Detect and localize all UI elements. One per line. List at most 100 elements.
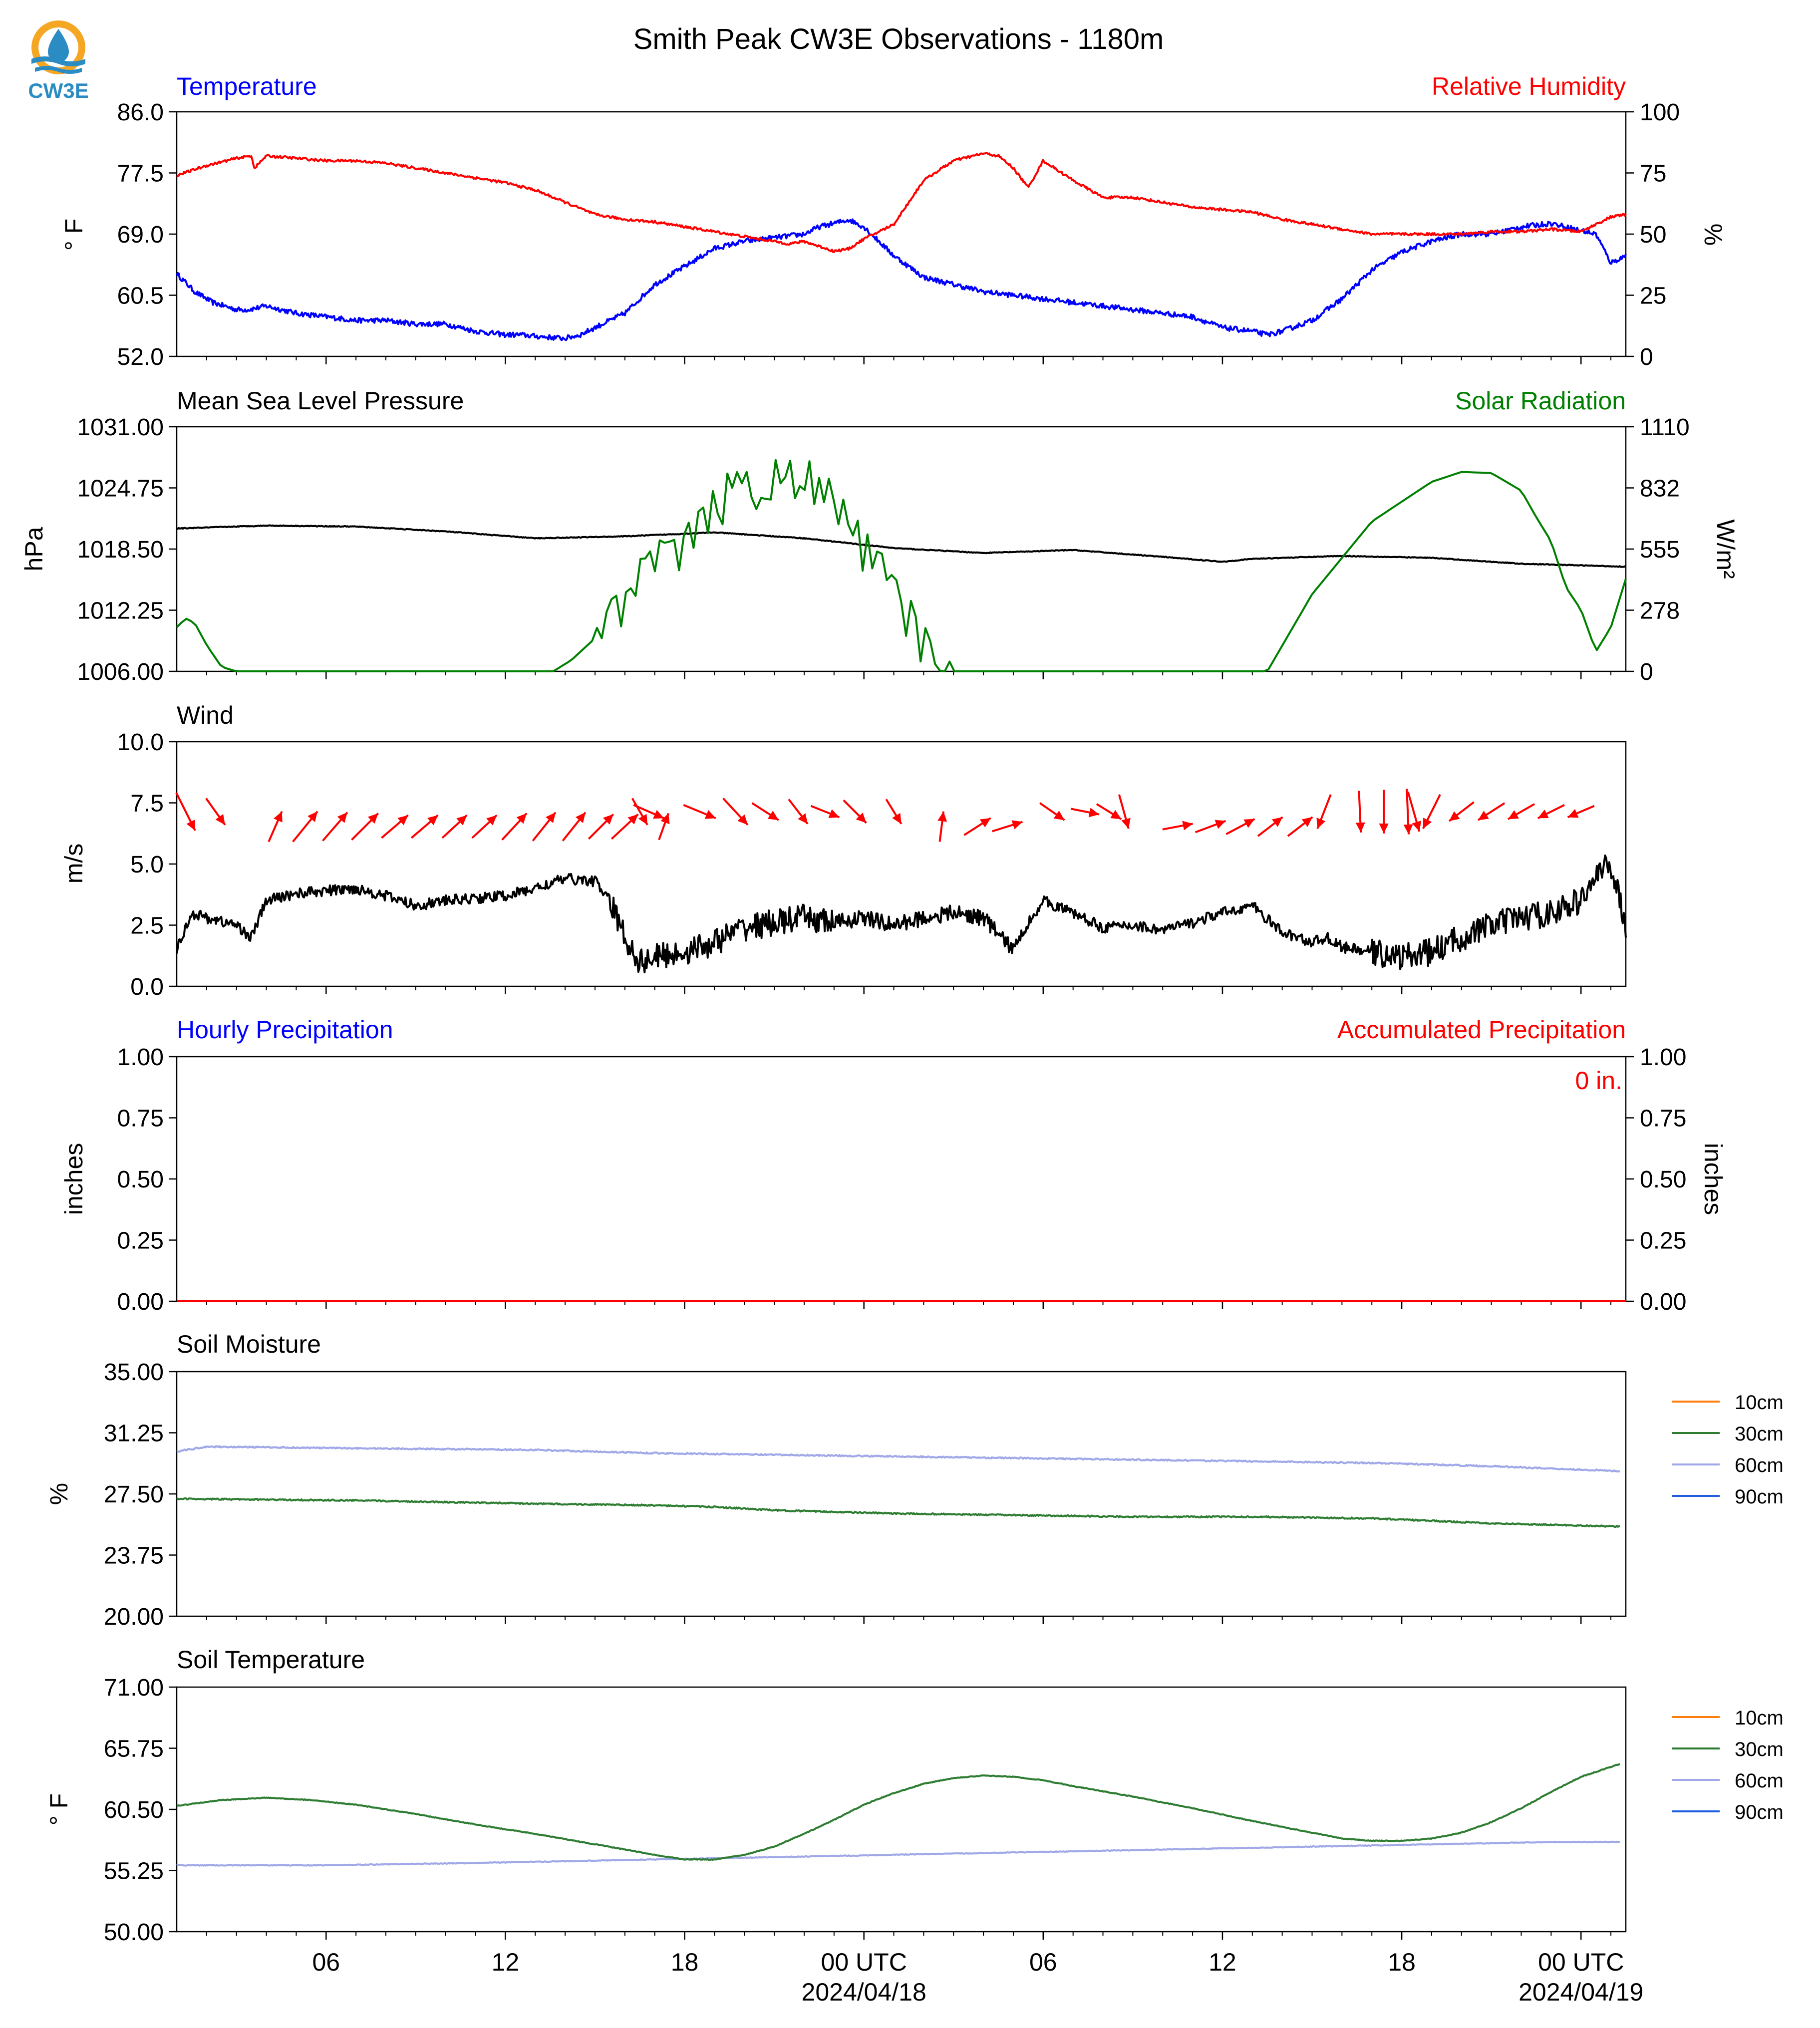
humidity-axis-label: % [1699,224,1727,246]
water-drop-icon [48,29,69,62]
wind-arrow-head [1110,810,1122,820]
y-tick-label-left: 60.50 [104,1797,164,1823]
wind-arrow [658,813,670,841]
x-tick-label: 00 UTC [1538,1948,1624,1976]
y-tick-label-right: 0 [1640,659,1653,685]
panel-5-marks: 50.00 55.25 60.50 65.75 71.00 10cm 30cm 60cm 90c… [104,1675,1784,2006]
y-tick-label-left: 1031.00 [77,414,164,441]
wind-arrow-head [1355,822,1365,833]
wind-arrow-head [1121,818,1131,829]
soil-moisture-axis-label: % [45,1483,73,1505]
y-tick-label-left: 50.00 [104,1919,164,1946]
wind-arrow [1070,808,1100,818]
y-tick-label-left: 5.0 [130,852,164,878]
x-tick-date: 2024/04/18 [802,1978,926,2006]
y-tick-label-right: 25 [1640,283,1666,309]
series-line-0 [176,1445,1620,1473]
y-tick-label-left: 69.0 [117,222,164,248]
series-line-1 [176,152,1627,253]
wind-arrow-head [546,812,556,823]
wind-arrow-head [1423,818,1432,829]
wind-arrow-head [1403,824,1413,835]
wind-arrow-head [186,820,195,831]
wind-arrow [1422,794,1441,830]
humidity-title: Relative Humidity [1432,72,1626,100]
legend-label: 90cm [1735,1801,1784,1823]
series-line-1 [176,459,1627,672]
y-tick-label-right: 100 [1640,99,1680,126]
y-tick-label-left: 60.5 [117,283,164,309]
wind-arrow-head [856,813,867,823]
wind-arrow [1537,804,1565,820]
series-line-1 [176,1763,1620,1861]
wind-arrow [810,805,840,819]
wind-arrow-head [1243,819,1255,828]
panel-2-marks: 0.0 2.5 5.0 7.5 10.0 [117,729,1627,1000]
wind-arrow [937,811,947,842]
wind-arrow-head [1379,823,1389,834]
wind-arrow [380,814,409,839]
y-tick-label-right: 0.00 [1640,1289,1686,1315]
panel-temperature-humidity: Temperature Relative Humidity ° F % [60,72,1727,251]
wind-title: Wind [177,701,234,729]
wind-arrow-head [798,813,808,824]
wind-arrow-head [576,812,586,823]
wind-arrow [631,798,648,826]
wind-arrow-head [1478,811,1489,821]
wind-arrow-head [397,815,408,826]
wind-arrow [321,812,348,842]
panel-0-marks: 52.0 60.5 69.0 77.5 86.0 0 25 50 75 100 [117,99,1680,370]
x-tick-label: 18 [671,1948,699,1976]
wind-arrow [963,817,991,836]
wind-arrow-head [828,809,840,818]
wind-arrow [992,820,1023,833]
y-tick-label-left: 0.00 [117,1289,164,1315]
y-tick-label-left: 0.0 [130,974,164,1000]
y-tick-label-left: 35.00 [104,1359,164,1386]
y-tick-label-right: 0 [1640,344,1653,370]
wind-arrow-head [215,814,225,825]
wind-arrow-head [307,811,318,822]
wind-arrow [268,811,283,843]
wind-arrow [1287,816,1313,837]
panel-precipitation: Hourly Precipitation Accumulated Precipi… [60,1016,1727,1215]
chart-title: Smith Peak CW3E Observations - 1180m [633,23,1164,55]
y-tick-label-right: 0.75 [1640,1106,1686,1132]
wind-arrow [1225,818,1255,835]
wind-arrow-head [516,813,527,824]
x-tick-label: 12 [1209,1948,1236,1976]
y-tick-label-right: 50 [1640,222,1666,248]
y-tick-label-left: 65.75 [104,1736,164,1762]
legend: 10cm 30cm 60cm 90cm [1672,1392,1784,1508]
wind-arrow [1407,791,1422,832]
wind-arrow-head [1537,809,1549,819]
series-line-0 [176,218,1627,341]
y-tick-label-left: 71.00 [104,1675,164,1701]
wind-arrow-head [603,814,613,825]
wind-arrow-head [1088,808,1100,818]
series-line-1 [176,1497,1620,1528]
wind-arrow [588,813,614,840]
wind-arrow [1039,802,1065,821]
y-tick-label-left: 23.75 [104,1543,164,1569]
cw3e-logo: CW3E [28,20,89,102]
wind-arrow-head [337,812,347,823]
wind-arrow [788,799,809,825]
wind-arrow [1477,802,1506,821]
accum-precip-annotation: 0 in. [1575,1067,1622,1095]
y-tick-label-right: 1110 [1640,414,1690,441]
wind-arrow-head [979,818,991,828]
y-tick-label-left: 0.25 [117,1228,164,1254]
temperature-title: Temperature [177,72,317,100]
pressure-title: Mean Sea Level Pressure [177,387,464,415]
wind-arrows [175,789,1595,843]
y-tick-label-right: 1.00 [1640,1044,1686,1071]
soil-temperature-axis-label: ° F [45,1793,73,1825]
wind-arrow-head [1567,809,1579,818]
y-tick-label-left: 1006.00 [77,659,164,685]
x-tick-label: 18 [1388,1948,1416,1976]
wind-arrow-head [1508,810,1519,820]
x-tick-label: 06 [312,1948,340,1976]
y-tick-label-right: 75 [1640,161,1666,187]
